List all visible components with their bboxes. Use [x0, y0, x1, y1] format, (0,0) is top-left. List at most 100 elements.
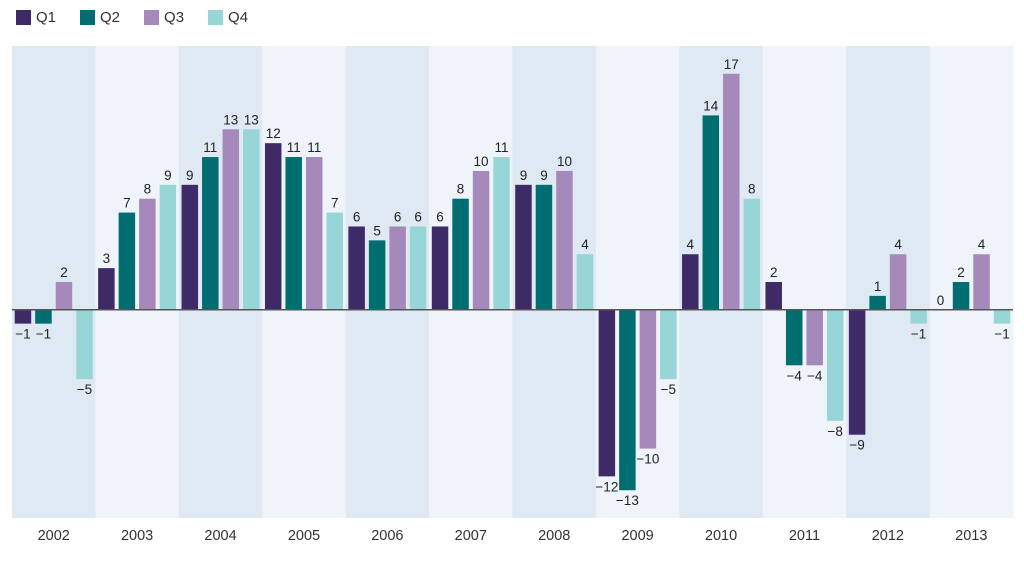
data-label-2007-q2: 8 — [457, 182, 465, 197]
legend-label-q3: Q3 — [164, 8, 185, 26]
data-label-2011-q1: 2 — [770, 265, 778, 280]
bar-2007-q1 — [431, 226, 449, 310]
bar-2012-q4 — [910, 309, 927, 324]
bar-2010-q1 — [682, 254, 699, 310]
bar-2006-q3 — [389, 226, 406, 310]
bar-2011-q1 — [765, 282, 782, 310]
x-tick-label-2009: 2009 — [621, 528, 653, 544]
data-label-2010-q3: 17 — [724, 57, 739, 72]
legend-item-q2: Q2 — [80, 9, 120, 26]
data-label-2004-q4: 13 — [244, 112, 259, 127]
data-label-2007-q4: 11 — [495, 140, 509, 155]
data-label-2010-q2: 14 — [703, 98, 719, 113]
bar-2009-q2 — [619, 309, 636, 491]
bar-2003-q1 — [98, 268, 115, 310]
bar-2004-q3 — [222, 129, 240, 310]
legend-item-q1: Q1 — [16, 9, 56, 26]
data-label-2007-q1: 6 — [436, 209, 444, 224]
data-label-2011-q4: −8 — [828, 424, 843, 439]
legend-label-q2: Q2 — [100, 8, 121, 26]
bar-2005-q4 — [326, 212, 343, 310]
data-label-2007-q3: 10 — [474, 154, 489, 169]
data-label-2012-q2: 1 — [874, 279, 882, 294]
bar-2004-q1 — [181, 184, 199, 310]
data-label-2004-q1: 9 — [186, 168, 194, 183]
legend-swatch-q3 — [144, 9, 160, 25]
data-label-2009-q1: −12 — [595, 479, 618, 494]
x-tick-label-2010: 2010 — [705, 528, 737, 544]
bar-2010-q4 — [743, 198, 761, 310]
x-tick-label-2011: 2011 — [789, 528, 820, 544]
bar-2013-q3 — [973, 254, 990, 310]
bar-2007-q4 — [493, 157, 510, 310]
data-label-2006-q1: 6 — [353, 209, 361, 224]
data-label-2006-q3: 6 — [394, 209, 402, 224]
data-label-2009-q3: −10 — [636, 452, 659, 467]
bar-2012-q2 — [869, 295, 886, 310]
bar-2003-q4 — [159, 184, 177, 310]
x-tick-label-2008: 2008 — [538, 528, 570, 544]
data-label-2012-q1: −9 — [849, 438, 864, 453]
data-label-2013-q2: 2 — [957, 265, 965, 280]
legend-item-q3: Q3 — [144, 9, 184, 26]
data-label-2002-q4: −5 — [77, 382, 92, 397]
data-label-2011-q3: −4 — [807, 368, 823, 383]
legend-label-q4: Q4 — [228, 8, 249, 26]
bar-2002-q3 — [55, 282, 73, 310]
bar-2013-q2 — [952, 282, 970, 310]
x-tick-label-2005: 2005 — [288, 528, 320, 544]
legend: Q1 Q2 Q3 Q4 — [0, 0, 256, 34]
data-label-2006-q4: 6 — [414, 209, 422, 224]
data-label-2002-q3: 2 — [60, 265, 68, 280]
legend-swatch-q2 — [80, 9, 96, 25]
data-label-2006-q2: 5 — [373, 223, 381, 238]
bar-2008-q2 — [535, 184, 553, 310]
bar-2006-q2 — [368, 240, 386, 310]
data-label-2004-q3: 13 — [223, 112, 238, 127]
data-label-2009-q2: −13 — [616, 493, 639, 508]
x-tick-label-2003: 2003 — [121, 528, 153, 544]
data-label-2013-q3: 4 — [978, 237, 986, 252]
data-label-2005-q4: 7 — [331, 196, 339, 211]
data-label-2005-q1: 12 — [266, 126, 281, 141]
bar-2002-q2 — [35, 309, 52, 324]
bar-2002-q1 — [14, 309, 32, 324]
data-label-2005-q3: 11 — [307, 140, 321, 155]
bar-2006-q4 — [409, 226, 427, 310]
bar-2011-q2 — [785, 309, 803, 366]
bar-2003-q2 — [118, 212, 136, 310]
bar-2009-q1 — [598, 309, 616, 477]
bar-2006-q1 — [348, 226, 365, 310]
x-tick-label-2004: 2004 — [204, 528, 236, 544]
data-label-2013-q4: −1 — [994, 327, 1009, 342]
data-label-2002-q1: −1 — [15, 327, 30, 342]
bar-2005-q2 — [285, 157, 302, 310]
x-tick-label-2006: 2006 — [371, 528, 403, 544]
bar-2009-q3 — [639, 309, 657, 449]
bar-2003-q3 — [139, 198, 156, 310]
year-band-2013 — [929, 46, 1014, 518]
year-band-2012 — [846, 46, 931, 518]
bar-2012-q3 — [889, 254, 907, 310]
bar-2005-q1 — [264, 143, 282, 310]
bar-2008-q3 — [556, 170, 573, 310]
bar-2008-q1 — [515, 184, 532, 310]
bar-2010-q3 — [723, 73, 740, 310]
x-tick-label-2012: 2012 — [872, 528, 904, 544]
bar-2012-q1 — [848, 309, 866, 435]
bar-2004-q2 — [202, 157, 219, 310]
data-label-2003-q2: 7 — [123, 196, 131, 211]
bar-2011-q4 — [826, 309, 844, 421]
x-tick-label-2007: 2007 — [455, 528, 487, 544]
legend-item-q4: Q4 — [208, 9, 248, 26]
data-label-2010-q1: 4 — [687, 237, 695, 252]
data-label-2008-q4: 4 — [581, 237, 589, 252]
data-label-2010-q4: 8 — [748, 182, 756, 197]
data-label-2003-q3: 8 — [144, 182, 152, 197]
bar-2007-q3 — [472, 170, 490, 310]
data-label-2008-q1: 9 — [520, 168, 528, 183]
legend-swatch-q1 — [16, 9, 31, 25]
data-label-2005-q2: 11 — [287, 140, 301, 155]
bar-2005-q3 — [305, 157, 323, 310]
data-label-2003-q1: 3 — [103, 251, 111, 266]
